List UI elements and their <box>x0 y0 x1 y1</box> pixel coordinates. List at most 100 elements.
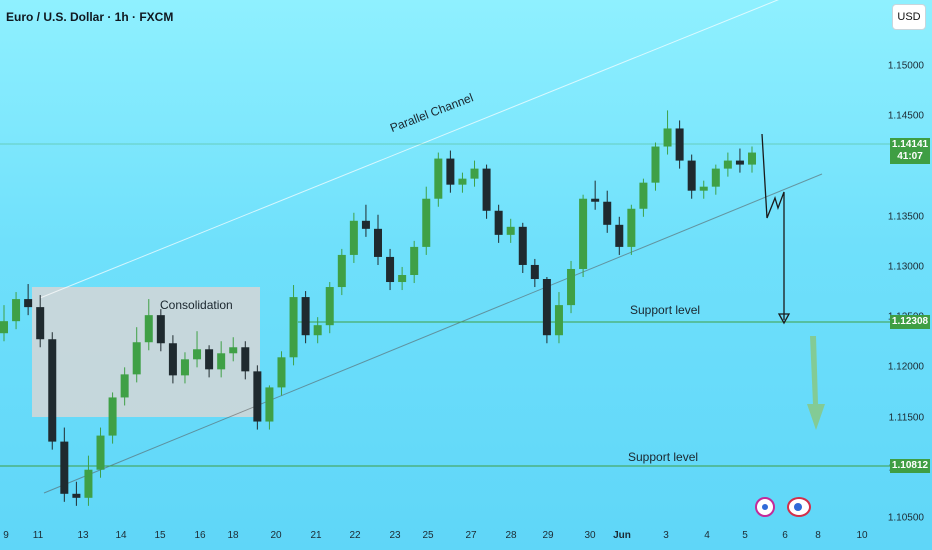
time-tick: 20 <box>270 530 282 541</box>
time-tick: 3 <box>663 530 669 541</box>
candle-body <box>748 152 756 165</box>
candle-body <box>735 160 744 165</box>
candle-body <box>386 256 395 283</box>
candle-body <box>591 198 600 202</box>
candle-body <box>229 347 238 354</box>
candle-body <box>482 168 491 211</box>
projection-path <box>761 133 785 320</box>
candle-body <box>96 435 105 470</box>
price-tick: 1.15000 <box>887 60 924 72</box>
candle-body <box>675 128 684 161</box>
candle-body <box>603 201 612 225</box>
candle-body <box>554 305 563 336</box>
candle-body <box>289 297 298 358</box>
support-label-upper: Support level <box>630 303 701 317</box>
candle-body <box>711 168 720 187</box>
channel-lower-line <box>43 173 823 494</box>
candle-body <box>361 220 370 229</box>
current-price-value: 1.14141 <box>891 139 929 150</box>
candle-body <box>132 342 141 375</box>
time-tick: 21 <box>310 530 322 541</box>
candle-body <box>301 297 310 336</box>
candle-body <box>168 343 177 376</box>
economic-event-icon[interactable] <box>787 497 811 517</box>
support-price-label-lower: 1.10812 <box>890 459 930 473</box>
candle-body <box>494 210 503 235</box>
candle-body <box>120 374 129 398</box>
candle-body <box>193 349 202 360</box>
time-tick: 29 <box>542 530 554 541</box>
candles-group <box>0 110 756 506</box>
candle-body <box>518 226 527 265</box>
time-tick: 10 <box>856 530 868 541</box>
time-tick: 5 <box>742 530 748 541</box>
candle-body <box>699 186 708 191</box>
candle-body <box>434 158 443 199</box>
time-tick: 9 <box>3 530 9 541</box>
candle-body <box>205 349 214 370</box>
candle-body <box>530 264 539 280</box>
candle-body <box>60 441 69 494</box>
candle-body <box>180 359 189 376</box>
time-tick: 22 <box>349 530 361 541</box>
candle-body <box>567 268 576 306</box>
candle-body <box>217 353 226 370</box>
price-tick: 1.13000 <box>887 261 924 273</box>
candle-body <box>337 254 346 288</box>
candle-body <box>241 347 250 372</box>
candle-body <box>663 128 672 147</box>
candle-body <box>651 146 660 183</box>
time-tick: 6 <box>782 530 788 541</box>
candle-body <box>108 397 117 436</box>
current-price-timer: 41:07 <box>897 151 923 162</box>
candle-body <box>579 198 588 269</box>
candle-body <box>687 160 696 191</box>
consolidation-label: Consolidation <box>160 298 233 312</box>
time-tick: 4 <box>704 530 710 541</box>
price-tick: 1.11500 <box>888 412 924 424</box>
time-tick: 13 <box>77 530 89 541</box>
current-price-label: 1.14141 41:07 <box>890 138 930 164</box>
candle-body <box>422 198 431 247</box>
candle-body <box>506 226 515 235</box>
price-tick: 1.10500 <box>887 512 924 524</box>
currency-button[interactable]: USD <box>892 4 926 30</box>
candle-body <box>0 321 8 334</box>
candle-body <box>313 325 322 336</box>
candle-body <box>48 339 57 442</box>
candle-body <box>542 279 551 336</box>
time-tick: 25 <box>422 530 434 541</box>
candle-body <box>12 299 21 322</box>
time-tick: 18 <box>227 530 239 541</box>
time-tick: 14 <box>115 530 127 541</box>
time-tick: 27 <box>465 530 477 541</box>
candle-body <box>84 469 93 498</box>
candle-body <box>458 178 467 185</box>
price-tick: 1.12000 <box>887 361 924 373</box>
candle-body <box>627 208 636 247</box>
forecast-down-arrow <box>807 336 825 430</box>
candle-body <box>72 493 81 498</box>
candle-body <box>325 287 334 326</box>
time-tick: 15 <box>154 530 166 541</box>
candle-body <box>349 220 358 255</box>
event-flag-icon[interactable] <box>755 497 775 517</box>
candle-body <box>615 224 624 247</box>
support-label-lower: Support level <box>628 450 699 464</box>
candle-body <box>156 315 165 344</box>
candle-body <box>723 160 732 169</box>
candle-body <box>36 307 45 340</box>
channel-upper-line <box>39 0 779 299</box>
candle-body <box>639 182 648 209</box>
time-tick: 16 <box>194 530 206 541</box>
time-tick: Jun <box>613 530 631 541</box>
consolidation-zone <box>32 287 260 417</box>
candle-body <box>24 299 33 308</box>
candle-body <box>374 228 382 257</box>
time-tick: 28 <box>505 530 517 541</box>
chart-title: Euro / U.S. Dollar · 1h · FXCM <box>6 10 174 24</box>
candle-body <box>470 168 479 179</box>
price-tick: 1.14500 <box>887 110 924 122</box>
